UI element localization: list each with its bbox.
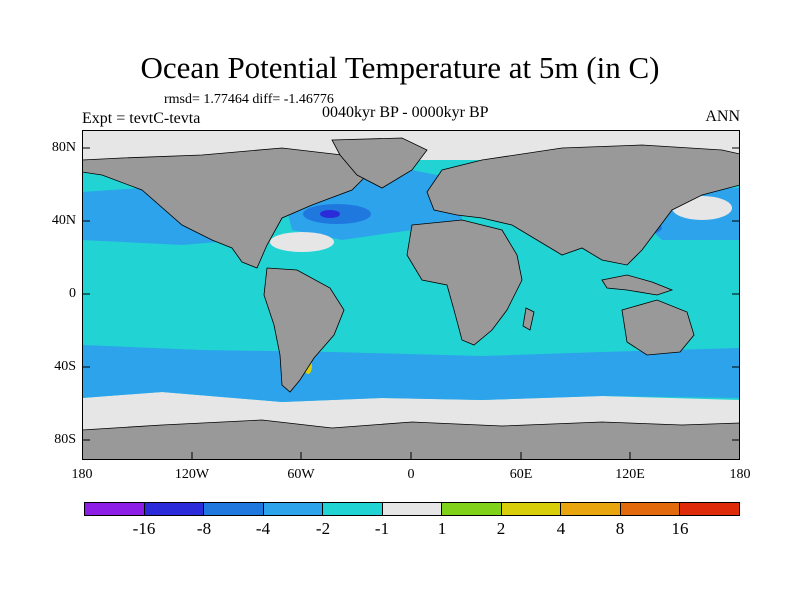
gulf-stream-strong-patch [320,210,340,218]
colorbar-swatch [323,503,383,515]
map-panel [82,130,740,460]
world-map [82,130,740,460]
stats-readout: rmsd= 1.77464 diff= -1.46776 [164,92,334,107]
x-axis-label-120w: 120W [174,467,210,482]
colorbar-swatch [442,503,502,515]
maritime-continent [601,274,674,296]
madagascar [522,307,535,331]
x-axis-label-120e: 120E [615,467,645,482]
antarctica [82,419,740,460]
colorbar-swatch [620,503,681,515]
colorbar-label: 16 [671,519,689,538]
x-axis-label-60w: 60W [287,467,315,482]
axis-ticks [82,147,740,460]
land-masses [82,137,740,460]
colorbar-swatch [263,503,324,515]
y-axis-label-80n: 80N [51,140,76,155]
x-axis-label-180e: 180 [729,467,751,482]
colorbar [84,502,740,516]
north-atlantic-subtropical-neutral [270,232,334,252]
colorbar-swatch [85,503,145,515]
greenland [331,137,428,189]
colorbar-label: 4 [556,519,566,538]
colorbar-label: 1 [437,519,447,538]
colorbar-label: -4 [255,519,271,538]
southern-ocean-cool-band [82,345,740,402]
y-axis-label-80s: 80S [54,432,76,447]
x-axis-label-0: 0 [407,467,415,482]
x-axis-label-180w: 180 [71,467,93,482]
colorbar-swatch [561,503,621,515]
eurasia [426,144,740,266]
period-label: 0040kyr BP - 0000kyr BP [322,104,489,121]
colorbar-label: -8 [196,519,212,538]
colorbar-label: 2 [496,519,506,538]
colorbar-swatch [501,503,562,515]
experiment-label: Expt = tevtC-tevta [82,110,201,127]
colorbar-swatch [144,503,205,515]
colorbar-swatch [204,503,264,515]
colorbar-label: -1 [374,519,390,538]
y-axis-label-0: 0 [69,286,76,301]
colorbar-swatch [680,503,740,515]
australia [621,299,695,356]
x-axis-label-60e: 60E [509,467,533,482]
plot-title: Ocean Potential Temperature at 5m (in C) [140,50,660,85]
africa [406,219,523,346]
colorbar-label: 8 [615,519,625,538]
north-america [82,147,373,269]
colorbar-swatch [382,503,443,515]
colorbar-label: -2 [315,519,331,538]
colorbar-label: -16 [132,519,156,538]
y-axis-label-40n: 40N [51,213,76,228]
south-america [263,267,345,393]
season-label: ANN [705,108,740,125]
y-axis-label-40s: 40S [54,359,76,374]
